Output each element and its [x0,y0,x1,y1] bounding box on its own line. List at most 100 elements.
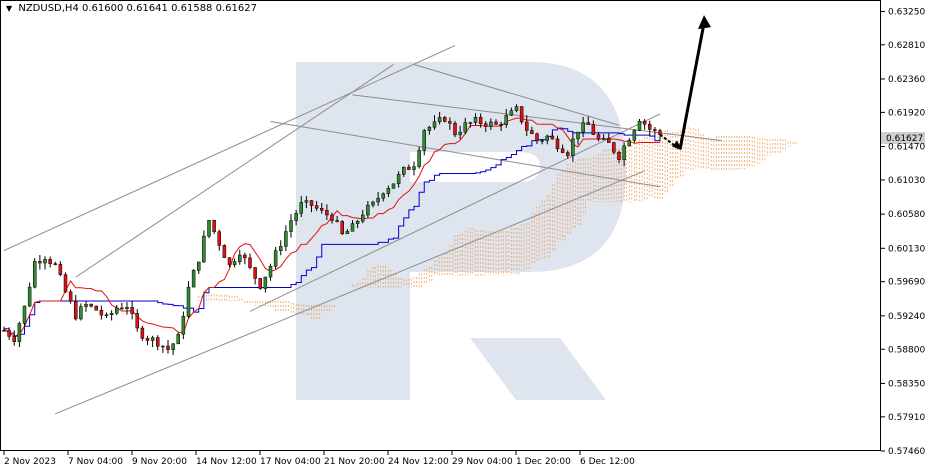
candle-body [642,120,647,125]
candle-body [648,123,652,130]
candle-body [115,307,119,314]
candle-body [68,291,73,302]
candle-body [458,131,462,136]
candle-body [212,219,216,232]
candle-body [591,124,596,135]
candle-body [294,213,298,221]
candle-body [653,129,657,131]
ohlc-values: 0.61600 0.61641 0.61588 0.61627 [82,3,257,14]
candle-body [581,122,585,133]
candle-body [150,337,155,341]
candle-body [612,142,616,153]
candle-body [617,152,621,160]
candle-body [227,257,232,265]
price-tick-label: 0.59690 [888,278,925,288]
candle-body [463,122,467,133]
candle-body [345,231,350,235]
candle-body [104,314,109,316]
price-tick-label: 0.60580 [888,210,925,220]
candle-body [2,330,6,332]
candle-body [156,337,160,347]
candle-body [181,316,186,335]
candle-body [43,259,47,264]
candle-body [340,221,344,235]
candle-body [279,246,283,251]
candle-body [422,130,426,151]
candle-body [432,121,437,128]
candle-body [166,345,170,350]
watermark-logo [296,62,626,400]
triangle-down-icon[interactable]: ▼ [6,4,13,13]
candle-body [499,124,503,126]
candle-body [79,306,83,320]
candle-body [17,323,22,342]
time-axis: 2 Nov 2023 7 Nov 04:00 9 Nov 20:00 14 Nov 1… [3,451,635,467]
candle-body [330,214,334,221]
candle-body [473,117,478,123]
candle-body [84,304,88,307]
candle-body [202,235,206,263]
time-tick-label: 9 Nov 20:00 [132,457,187,467]
time-tick-label: 24 Nov 12:00 [388,457,449,467]
upside-arrow [678,22,706,150]
price-tick-label: 0.62360 [888,75,925,85]
candle-body [412,166,416,170]
candle-body [94,305,98,311]
trend-line [75,64,394,278]
candle-body [232,261,237,265]
candle-body [555,138,560,150]
candle-body [273,250,278,267]
candle-body [371,201,375,206]
candle-body [176,334,180,345]
price-tick-label: 0.59240 [888,312,925,322]
price-tick-label: 0.58350 [888,379,925,389]
trend-line [3,45,456,252]
candle-body [99,309,104,316]
candle-body [268,266,273,278]
forecast-arrows [659,15,711,151]
candle-body [509,110,514,116]
candle-body [525,121,529,131]
candle-body [407,166,411,170]
candlesticks[interactable] [2,104,662,356]
candle-body [448,121,452,124]
candle-body [27,286,32,307]
candle-body [494,121,498,125]
candle-body [63,274,68,293]
candle-body [197,261,201,271]
candle-body [207,219,211,237]
time-tick-label: 7 Nov 04:00 [68,457,123,467]
price-tick-label: 0.61030 [888,176,925,186]
price-tick-label: 0.63250 [888,7,925,17]
symbol-label: NZDUSD,H4 [18,3,79,14]
candle-body [238,254,242,262]
price-tick-label: 0.57460 [888,447,925,457]
trend-line [270,120,661,188]
candle-body [161,345,165,348]
candle-body [437,117,442,123]
candle-body [7,330,11,337]
upside-arrowhead [698,15,711,30]
candle-body [130,307,134,314]
candle-body [453,122,457,136]
candle-body [586,122,590,125]
candle-body [381,193,385,199]
candle-body [120,307,124,310]
candle-body [171,343,175,350]
time-tick-label: 6 Dec 12:00 [580,457,635,467]
candle-body [58,263,63,275]
candle-body [627,140,631,147]
candle-body [535,133,539,142]
candle-body [366,204,370,216]
candle-body [125,307,129,310]
price-axis: 0.63250 0.62810 0.62360 0.61920 0.61470 0.610… [881,7,925,457]
candle-body [468,122,473,124]
candle-body [355,220,360,224]
candle-body [22,305,27,324]
candle-body [571,138,575,156]
candle-body [217,231,221,246]
time-tick-label: 1 Dec 20:00 [516,457,571,467]
candle-body [417,150,421,167]
trend-line [55,170,645,415]
